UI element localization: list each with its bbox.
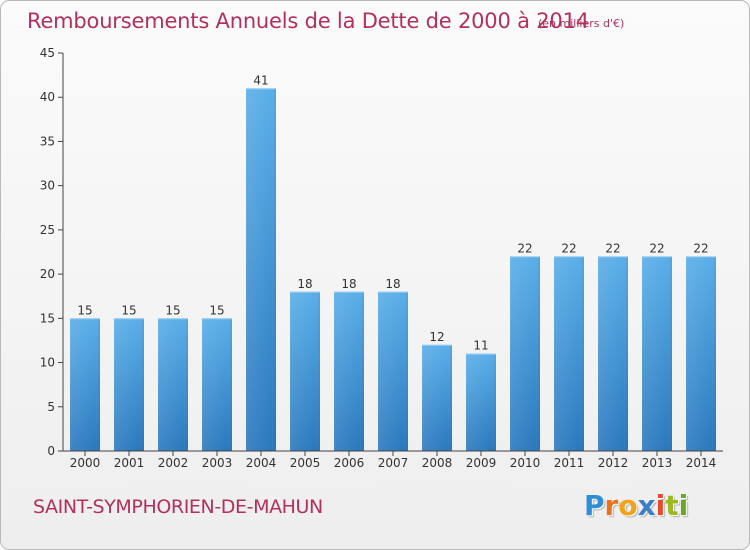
data-label: 22 <box>517 241 532 255</box>
y-tick-label: 40 <box>40 90 55 104</box>
bar-shade <box>202 318 232 451</box>
commune-name: SAINT-SYMPHORIEN-DE-MAHUN <box>33 496 323 518</box>
x-axis: 2000 2001 2002 2003 2004 2005 2006 2007 2008 2009… <box>63 450 723 470</box>
x-tick-label: 2008 <box>422 456 453 470</box>
y-tick-label: 5 <box>47 400 55 414</box>
x-tick-label: 2002 <box>158 456 189 470</box>
bar-shade <box>114 318 144 451</box>
bar-shade <box>70 318 100 451</box>
unit-note: (en milliers d'€) <box>538 17 625 30</box>
x-tick-label: 2004 <box>246 456 277 470</box>
data-label: 15 <box>209 303 224 317</box>
data-label: 18 <box>385 277 400 291</box>
data-label: 15 <box>165 303 180 317</box>
x-tick-label: 2000 <box>70 456 101 470</box>
bar-shade <box>466 353 496 451</box>
logo-letter: P <box>584 489 605 522</box>
y-tick-label: 10 <box>40 356 55 370</box>
x-tick-label: 2011 <box>554 456 585 470</box>
x-tick-label: 2007 <box>378 456 409 470</box>
logo-letter: t <box>665 489 679 522</box>
y-tick-label: 15 <box>40 311 55 325</box>
bar-shade <box>290 291 320 451</box>
data-label: 12 <box>429 330 444 344</box>
logo-letter: o <box>618 489 638 522</box>
bar-shade <box>642 256 672 451</box>
data-label: 41 <box>253 73 268 87</box>
bar-shade <box>554 256 584 451</box>
chart-title: Remboursements Annuels de la Dette de 20… <box>27 9 589 33</box>
bar-shade <box>378 291 408 451</box>
y-tick-label: 30 <box>40 179 55 193</box>
x-tick-label: 2009 <box>466 456 497 470</box>
x-tick-label: 2003 <box>202 456 233 470</box>
x-tick-label: 2001 <box>114 456 145 470</box>
logo-letter: r <box>604 489 619 522</box>
y-tick-label: 45 <box>40 46 55 60</box>
y-tick-label: 20 <box>40 267 55 281</box>
y-tick-label: 0 <box>47 444 55 458</box>
data-label: 22 <box>693 241 708 255</box>
bar-shade <box>246 88 276 451</box>
bar-shade <box>598 256 628 451</box>
x-tick-label: 2010 <box>510 456 541 470</box>
x-tick-label: 2013 <box>642 456 673 470</box>
bar-shade <box>158 318 188 451</box>
y-axis: 0 5 10 15 20 25 30 35 40 45 <box>40 46 64 458</box>
proxiti-logo: Proxiti <box>584 489 688 522</box>
bar-shade <box>422 344 452 451</box>
data-label: 15 <box>77 303 92 317</box>
x-tick-label: 2005 <box>290 456 321 470</box>
bars: 15 15 15 15 41 18 18 18 12 11 22 22 22 22 22 <box>70 73 716 451</box>
data-label: 11 <box>473 339 488 353</box>
data-label: 22 <box>605 241 620 255</box>
x-tick-label: 2006 <box>334 456 365 470</box>
data-label: 18 <box>341 277 356 291</box>
data-label: 22 <box>649 241 664 255</box>
data-label: 22 <box>561 241 576 255</box>
data-label: 18 <box>297 277 312 291</box>
y-tick-label: 25 <box>40 223 55 237</box>
data-label: 15 <box>121 303 136 317</box>
bar-shade <box>334 291 364 451</box>
logo-letter: i <box>678 489 689 522</box>
bar-shade <box>686 256 716 451</box>
x-tick-label: 2012 <box>598 456 629 470</box>
x-tick-label: 2014 <box>686 456 717 470</box>
bar-shade <box>510 256 540 451</box>
logo-letter: x <box>637 489 656 522</box>
y-tick-label: 35 <box>40 134 55 148</box>
logo-letter: i <box>655 489 666 522</box>
